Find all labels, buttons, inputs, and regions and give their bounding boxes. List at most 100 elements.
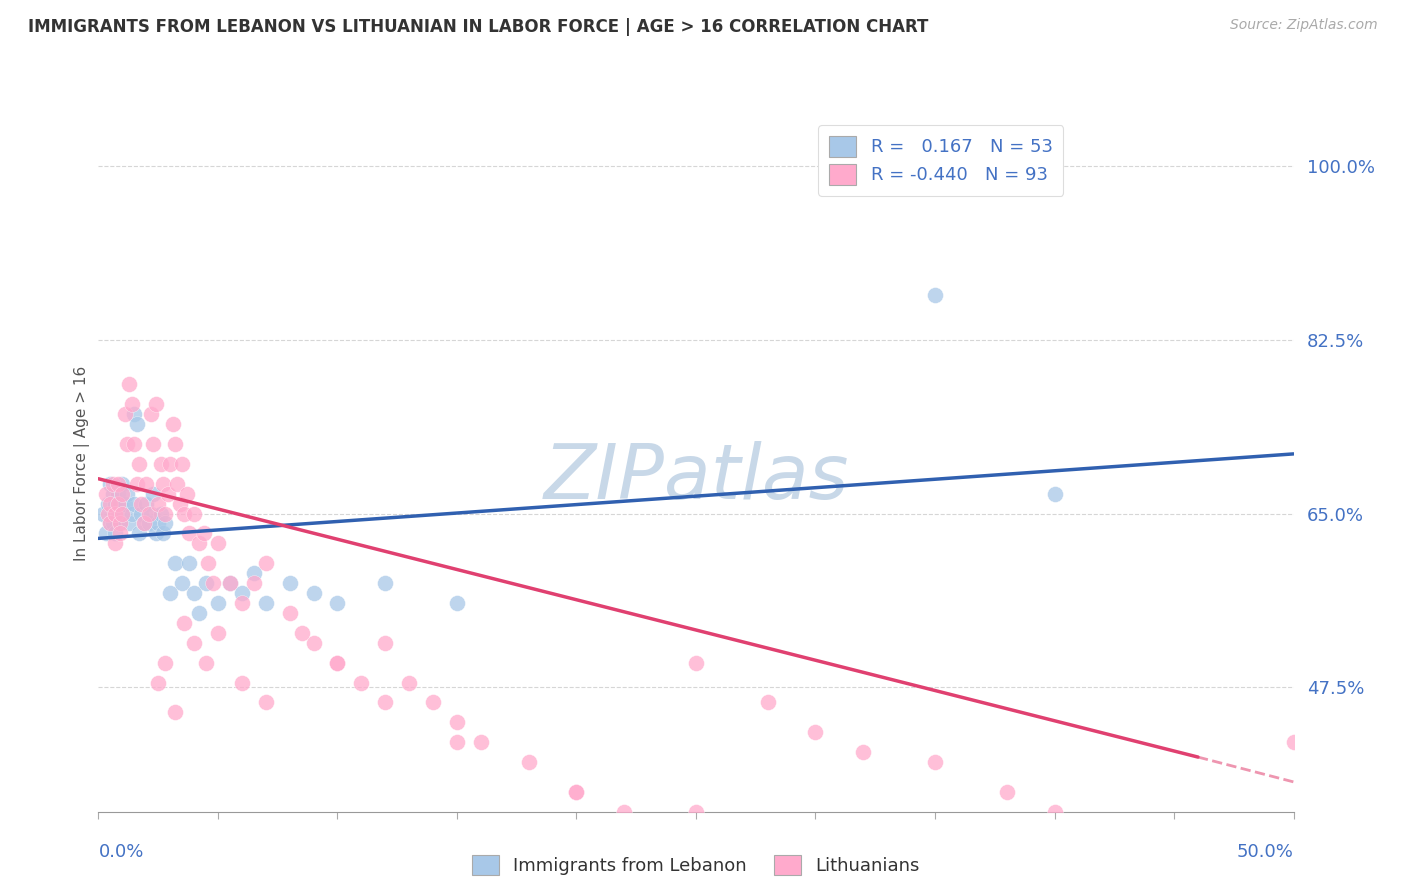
- Point: [138, 516, 160, 531]
- Point: [852, 745, 875, 759]
- Point: [995, 785, 1018, 799]
- Point: [155, 516, 177, 531]
- Point: [142, 437, 165, 451]
- Point: [152, 526, 174, 541]
- Point: [163, 437, 186, 451]
- Point: [159, 586, 181, 600]
- Point: [107, 507, 129, 521]
- Point: [924, 755, 946, 769]
- Point: [135, 476, 157, 491]
- Point: [1282, 735, 1305, 749]
- Point: [924, 288, 946, 302]
- Text: Source: ZipAtlas.com: Source: ZipAtlas.com: [1230, 18, 1378, 32]
- Point: [446, 735, 468, 749]
- Point: [104, 536, 127, 550]
- Point: [422, 695, 444, 709]
- Point: [231, 596, 253, 610]
- Point: [139, 507, 162, 521]
- Point: [142, 486, 165, 500]
- Point: [131, 497, 153, 511]
- Text: 0.0%: 0.0%: [98, 843, 143, 861]
- Point: [125, 417, 148, 431]
- Point: [1234, 874, 1257, 888]
- Point: [326, 656, 349, 670]
- Point: [124, 407, 146, 421]
- Point: [138, 507, 160, 521]
- Point: [207, 536, 229, 550]
- Point: [162, 417, 184, 431]
- Point: [924, 834, 946, 848]
- Point: [115, 486, 138, 500]
- Point: [1139, 834, 1161, 848]
- Point: [104, 497, 127, 511]
- Point: [278, 606, 301, 620]
- Point: [149, 507, 172, 521]
- Point: [98, 516, 122, 531]
- Point: [202, 576, 225, 591]
- Point: [101, 486, 124, 500]
- Point: [243, 576, 266, 591]
- Point: [254, 596, 277, 610]
- Point: [139, 407, 162, 421]
- Point: [183, 507, 205, 521]
- Point: [207, 596, 229, 610]
- Point: [243, 566, 266, 581]
- Point: [398, 675, 420, 690]
- Point: [98, 497, 122, 511]
- Point: [101, 516, 124, 531]
- Point: [374, 695, 396, 709]
- Point: [169, 497, 191, 511]
- Point: [187, 606, 209, 620]
- Point: [108, 516, 131, 531]
- Point: [163, 556, 186, 570]
- Point: [219, 576, 242, 591]
- Point: [135, 497, 157, 511]
- Point: [111, 507, 134, 521]
- Point: [470, 735, 492, 749]
- Point: [254, 695, 277, 709]
- Point: [107, 476, 129, 491]
- Point: [101, 476, 124, 491]
- Point: [183, 636, 205, 650]
- Point: [97, 507, 120, 521]
- Point: [326, 656, 349, 670]
- Point: [446, 596, 468, 610]
- Text: IMMIGRANTS FROM LEBANON VS LITHUANIAN IN LABOR FORCE | AGE > 16 CORRELATION CHAR: IMMIGRANTS FROM LEBANON VS LITHUANIAN IN…: [28, 18, 928, 36]
- Point: [1187, 855, 1209, 869]
- Point: [194, 576, 217, 591]
- Point: [326, 596, 349, 610]
- Point: [517, 755, 540, 769]
- Point: [685, 805, 707, 819]
- Point: [111, 507, 134, 521]
- Point: [804, 824, 827, 838]
- Point: [132, 516, 155, 531]
- Point: [565, 785, 588, 799]
- Text: ZIPatlas: ZIPatlas: [543, 441, 849, 515]
- Point: [166, 476, 188, 491]
- Point: [194, 656, 217, 670]
- Point: [131, 507, 153, 521]
- Point: [108, 497, 131, 511]
- Point: [446, 715, 468, 730]
- Point: [121, 507, 143, 521]
- Point: [302, 586, 325, 600]
- Point: [172, 576, 194, 591]
- Point: [121, 397, 143, 411]
- Point: [124, 497, 146, 511]
- Point: [155, 507, 177, 521]
- Point: [163, 706, 186, 720]
- Point: [231, 586, 253, 600]
- Point: [159, 457, 181, 471]
- Point: [176, 486, 198, 500]
- Point: [111, 486, 134, 500]
- Point: [125, 476, 148, 491]
- Point: [1043, 805, 1066, 819]
- Point: [302, 636, 325, 650]
- Point: [374, 636, 396, 650]
- Point: [114, 407, 136, 421]
- Point: [104, 526, 127, 541]
- Point: [118, 377, 141, 392]
- Point: [197, 556, 219, 570]
- Point: [132, 516, 155, 531]
- Point: [145, 526, 167, 541]
